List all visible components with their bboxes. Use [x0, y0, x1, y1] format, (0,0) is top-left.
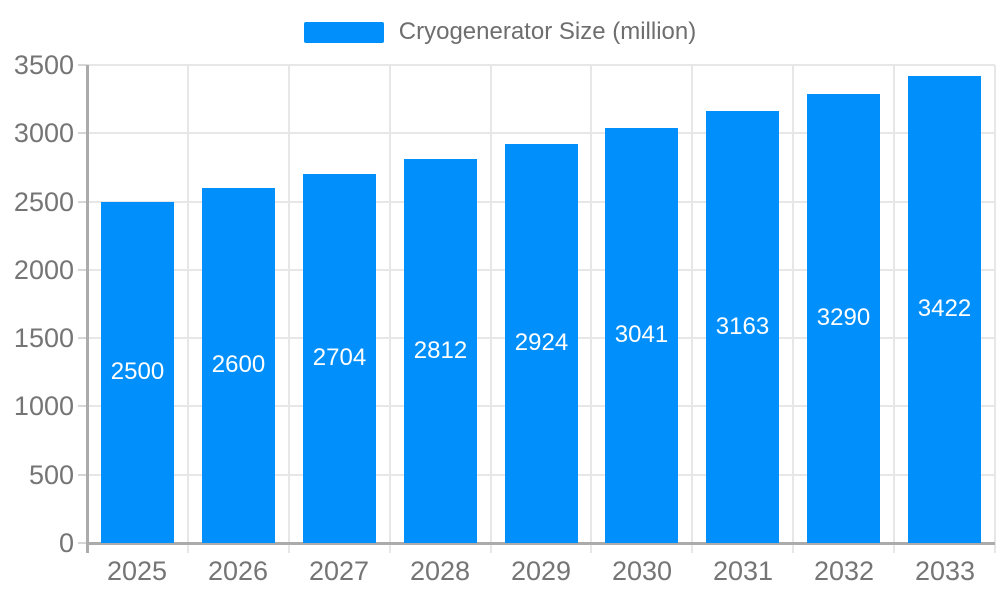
- bar-2031: [706, 111, 779, 543]
- bar-2027: [303, 174, 376, 543]
- bar-value-label: 2812: [413, 337, 468, 364]
- bar-2028: [404, 159, 477, 543]
- legend-item-cryogenerator-size[interactable]: Cryogenerator Size (million): [303, 18, 697, 46]
- bar-2026: [202, 188, 275, 543]
- y-axis-tick: [78, 337, 87, 339]
- gridline-vertical: [590, 65, 592, 553]
- x-axis-label: 2033: [914, 556, 976, 586]
- x-axis-line: [87, 542, 995, 545]
- y-axis-label: 3000: [13, 118, 74, 148]
- bar-value-label: 3422: [917, 295, 972, 322]
- gridline-horizontal: [87, 64, 995, 66]
- bar-value-label: 2600: [211, 351, 266, 378]
- y-axis-label: 2000: [13, 255, 74, 285]
- x-axis-label: 2031: [712, 556, 774, 586]
- y-axis-tick: [78, 132, 87, 134]
- gridline-vertical: [187, 65, 189, 553]
- gridline-vertical: [490, 65, 492, 553]
- x-axis-label: 2032: [813, 556, 875, 586]
- bar-2030: [605, 128, 678, 543]
- gridline-vertical: [893, 65, 895, 553]
- bar-value-label: 3041: [614, 321, 669, 348]
- bar-value-label: 2924: [514, 329, 569, 356]
- x-axis-label: 2030: [611, 556, 673, 586]
- bar-value-label: 2704: [312, 344, 367, 371]
- y-axis-tick: [78, 64, 87, 66]
- y-axis-label: 1000: [13, 391, 74, 421]
- legend-swatch-icon: [303, 21, 384, 43]
- x-axis-label: 2029: [510, 556, 572, 586]
- legend-label: Cryogenerator Size (million): [398, 18, 697, 45]
- y-axis-label: 0: [58, 528, 74, 558]
- x-axis-label: 2027: [308, 556, 370, 586]
- legend: Cryogenerator Size (million): [0, 18, 1000, 46]
- y-axis-tick: [78, 405, 87, 407]
- bar-value-label: 2500: [110, 358, 165, 385]
- bar-2029: [505, 144, 578, 543]
- x-axis-label: 2025: [106, 556, 168, 586]
- gridline-vertical: [792, 65, 794, 553]
- gridline-horizontal: [87, 132, 995, 134]
- bar-2032: [807, 94, 880, 543]
- gridline-vertical: [994, 65, 996, 553]
- y-axis-label: 500: [28, 460, 74, 490]
- x-axis-label: 2028: [409, 556, 471, 586]
- y-axis-tick: [78, 201, 87, 203]
- bar-2033: [908, 76, 981, 543]
- bar-value-label: 3290: [816, 304, 871, 331]
- x-axis-label: 2026: [207, 556, 269, 586]
- y-axis-tick: [78, 269, 87, 271]
- y-axis-label: 1500: [13, 323, 74, 353]
- y-axis-label: 2500: [13, 187, 74, 217]
- gridline-vertical: [389, 65, 391, 553]
- y-axis-tick: [78, 474, 87, 476]
- bar-value-label: 3163: [715, 313, 770, 340]
- gridline-vertical: [691, 65, 693, 553]
- y-axis-line: [86, 65, 89, 553]
- gridline-vertical: [288, 65, 290, 553]
- y-axis-tick: [78, 542, 87, 544]
- y-axis-label: 3500: [13, 50, 74, 80]
- bar-2025: [101, 202, 174, 543]
